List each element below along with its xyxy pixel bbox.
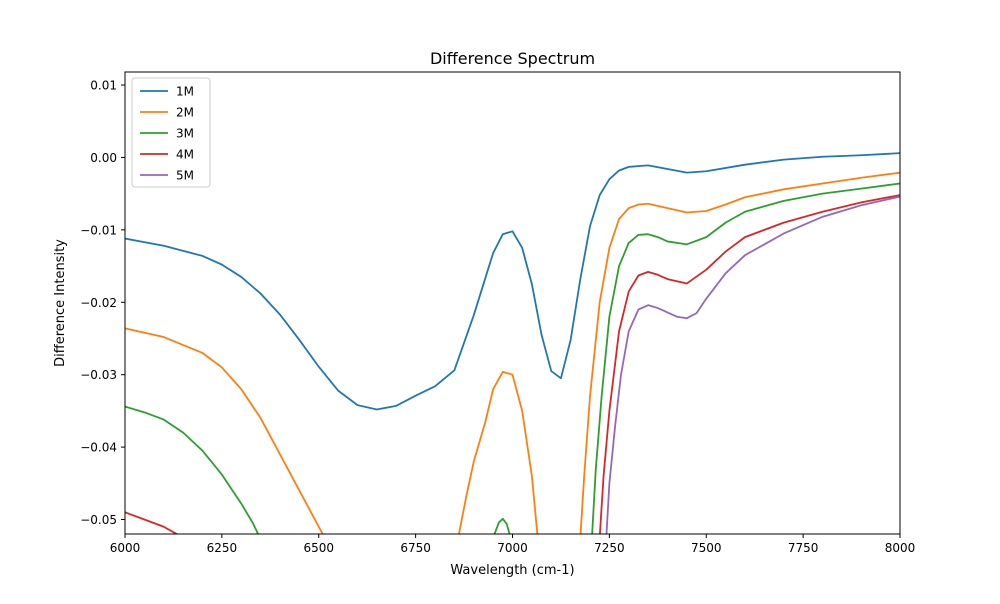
x-tick-label: 6000 bbox=[110, 541, 141, 555]
x-tick-label: 7750 bbox=[788, 541, 819, 555]
y-tick-label: 0.01 bbox=[90, 79, 117, 93]
series-line-1m bbox=[125, 152, 900, 411]
x-tick-label: 8000 bbox=[885, 541, 916, 555]
x-tick-label: 7000 bbox=[497, 541, 528, 555]
y-tick-label: −0.05 bbox=[80, 513, 117, 527]
y-tick-label: −0.01 bbox=[80, 223, 117, 237]
legend-label: 3M bbox=[176, 127, 194, 141]
legend-label: 4M bbox=[176, 148, 194, 162]
series-line-3m bbox=[125, 182, 900, 534]
y-axis-label: Difference Intensity bbox=[53, 239, 68, 367]
chart-title: Difference Spectrum bbox=[430, 49, 595, 68]
x-tick-label: 6750 bbox=[400, 541, 431, 555]
x-tick-label: 6500 bbox=[303, 541, 334, 555]
x-tick-label: 7500 bbox=[691, 541, 722, 555]
legend: 1M 2M 3M 4M 5M bbox=[131, 77, 211, 188]
legend-label: 2M bbox=[176, 106, 194, 120]
y-axis: 0.01 0.00 −0.01 −0.02 −0.03 −0.04 −0.05 bbox=[80, 79, 125, 527]
legend-box bbox=[131, 77, 211, 188]
x-axis: 6000 6250 6500 6750 7000 7250 7500 7750 8000 bbox=[110, 534, 916, 555]
y-tick-label: 0.00 bbox=[90, 151, 117, 165]
y-tick-label: −0.02 bbox=[80, 296, 117, 310]
x-tick-label: 7250 bbox=[594, 541, 625, 555]
legend-label: 5M bbox=[176, 169, 194, 183]
series-line-4m bbox=[125, 194, 900, 534]
x-tick-label: 6250 bbox=[207, 541, 238, 555]
y-tick-label: −0.04 bbox=[80, 441, 117, 455]
series-layer bbox=[125, 152, 900, 534]
series-line-5m bbox=[605, 195, 900, 534]
series-line-2m bbox=[125, 171, 900, 534]
y-tick-label: −0.03 bbox=[80, 368, 117, 382]
legend-label: 1M bbox=[176, 85, 194, 99]
x-axis-label: Wavelength (cm-1) bbox=[450, 563, 574, 578]
